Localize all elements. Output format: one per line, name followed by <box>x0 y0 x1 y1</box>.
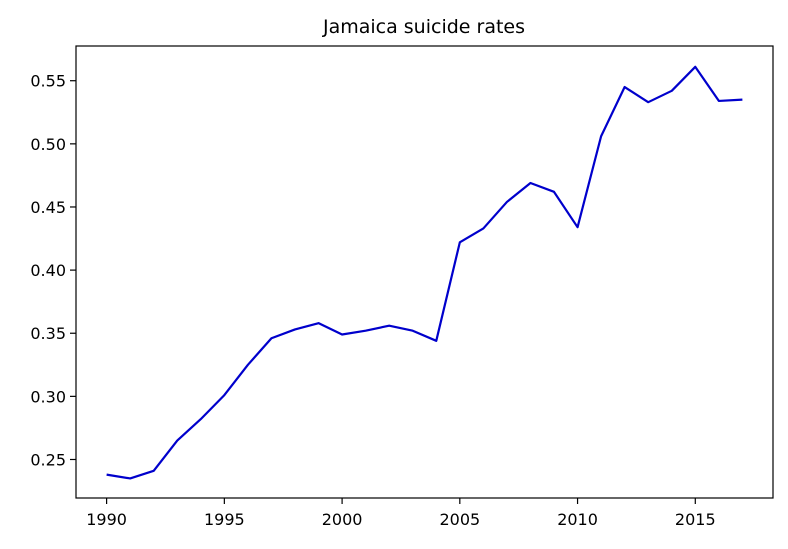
x-tick-label: 2000 <box>322 510 363 529</box>
x-tick-label: 2005 <box>439 510 480 529</box>
plot-frame <box>75 45 774 499</box>
y-tick-label: 0.40 <box>30 261 66 280</box>
x-tick-label: 1990 <box>86 510 127 529</box>
y-tick-label: 0.25 <box>30 450 66 469</box>
y-tick-label: 0.45 <box>30 198 66 217</box>
x-tick-label: 1995 <box>204 510 245 529</box>
y-axis: 0.25 0.30 0.35 0.40 0.45 0.50 0.55 <box>30 72 76 469</box>
chart-title: Jamaica suicide rates <box>322 16 525 38</box>
y-tick-label: 0.55 <box>30 72 66 91</box>
y-tick-label: 0.50 <box>30 135 66 154</box>
series-line <box>106 65 743 480</box>
x-tick-label: 2010 <box>557 510 598 529</box>
x-axis: 1990 1995 2000 2005 2010 2015 <box>86 498 716 529</box>
y-tick-label: 0.30 <box>30 387 66 406</box>
x-tick-label: 2015 <box>675 510 716 529</box>
plot-area <box>106 65 743 480</box>
y-tick-label: 0.35 <box>30 324 66 343</box>
